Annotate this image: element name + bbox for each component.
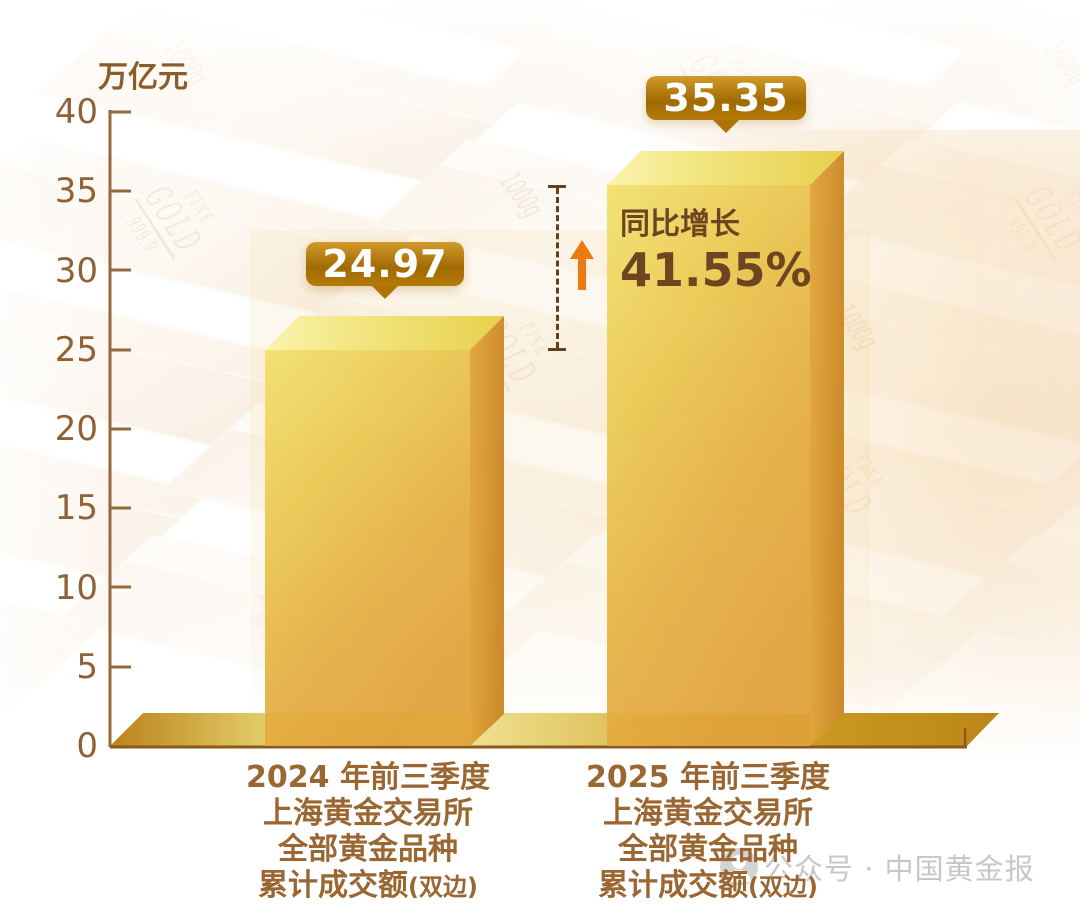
- y-tick-label: 20: [54, 409, 98, 449]
- y-tick-label: 30: [54, 250, 98, 291]
- category-line: 2025 年前三季度: [586, 760, 830, 795]
- bar-2024-top-face: [265, 316, 504, 350]
- value-callout-2024: 24.97: [306, 242, 464, 286]
- measure-cap-bottom: [548, 348, 566, 351]
- category-line: 全部黄金品种: [278, 832, 458, 867]
- bar-2024-front-face: [265, 350, 470, 746]
- category-line: 上海黄金交易所: [263, 796, 473, 831]
- category-line: 累计成交额(双边): [258, 868, 478, 903]
- bar-2024-side-face: [470, 316, 504, 746]
- y-tick-label: 5: [76, 646, 98, 687]
- category-line: 2024 年前三季度: [246, 760, 490, 795]
- y-tick-label: 10: [54, 567, 98, 608]
- growth-annotation: 同比增长 41.55%: [620, 206, 812, 296]
- category-label-2025: 2025 年前三季度 上海黄金交易所 全部黄金品种 累计成交额(双边): [528, 760, 888, 905]
- y-axis-tick-labels: 40 35 30 25 20 15 10 5 0: [20, 95, 98, 763]
- y-axis: [108, 110, 131, 747]
- growth-annotation-title: 同比增长: [620, 207, 740, 242]
- growth-annotation-value: 41.55%: [620, 243, 812, 297]
- category-line: 全部黄金品种: [618, 832, 798, 867]
- y-axis-unit-label: 万亿元: [98, 60, 188, 95]
- bar-2024: [265, 316, 504, 746]
- y-tick-label: 35: [54, 171, 98, 212]
- value-label-2025: 35.35: [663, 76, 789, 120]
- category-label-2024: 2024 年前三季度 上海黄金交易所 全部黄金品种 累计成交额(双边): [188, 760, 548, 905]
- value-callout-2025: 35.35: [646, 76, 806, 120]
- category-line: 累计成交额(双边): [598, 868, 818, 903]
- y-tick-label: 25: [54, 329, 98, 370]
- value-label-2024: 24.97: [322, 242, 448, 286]
- y-tick-label: 40: [54, 92, 98, 132]
- category-line: 上海黄金交易所: [603, 796, 813, 831]
- measure-dashed-line: [556, 188, 559, 348]
- y-tick-label: 0: [76, 726, 98, 766]
- bar-2025-top-face: [607, 151, 844, 185]
- bar-2025-side-face: [810, 151, 844, 746]
- y-tick-label: 15: [54, 488, 98, 529]
- chart-floor-platform: [110, 713, 999, 749]
